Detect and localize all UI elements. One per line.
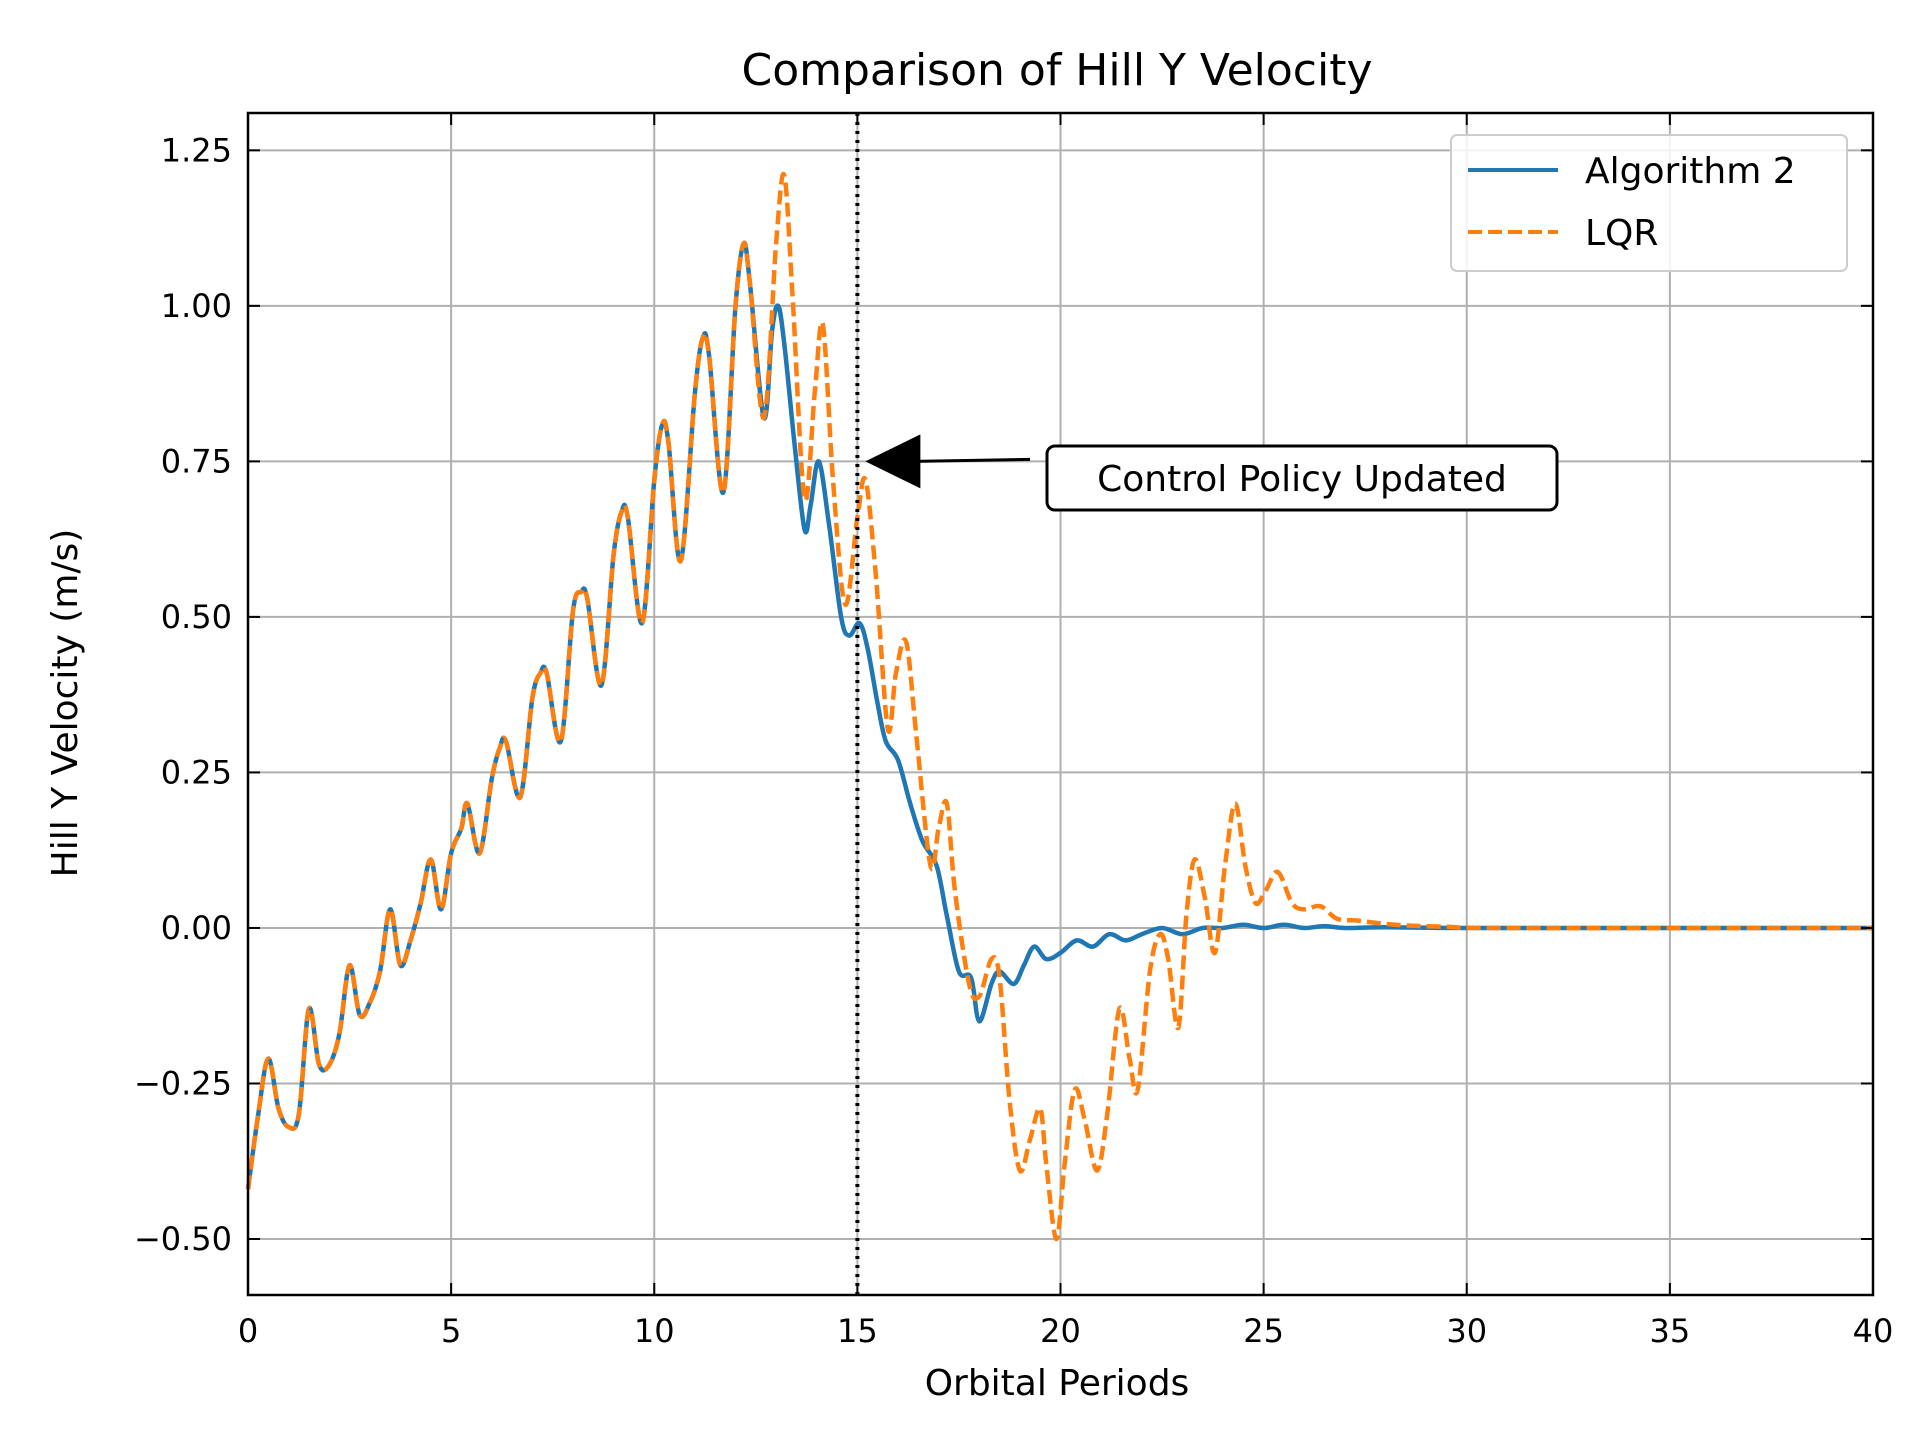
chart-title: Comparison of Hill Y Velocity (741, 45, 1372, 96)
x-tick-label: 30 (1446, 1312, 1487, 1350)
y-tick-label: −0.25 (134, 1064, 232, 1102)
x-tick-label: 10 (634, 1312, 675, 1350)
legend: Algorithm 2 LQR (1450, 134, 1848, 272)
y-axis-label: Hill Y Velocity (m/s) (45, 529, 86, 878)
y-tick-label: 1.25 (161, 131, 232, 169)
x-tick-label: 5 (441, 1312, 461, 1350)
series-line-lqr (245, 171, 1874, 1242)
x-tick-label: 20 (1040, 1312, 1081, 1350)
annotation-box (1045, 444, 1559, 512)
x-axis-label: Orbital Periods (925, 1363, 1190, 1404)
x-tick-label: 40 (1853, 1312, 1894, 1350)
y-tick-label: 0.75 (161, 442, 232, 480)
ticks (247, 113, 1874, 1295)
annotation-text: Control Policy Updated (1097, 459, 1507, 500)
x-tick-label: 15 (837, 1312, 878, 1350)
y-tick-label: −0.50 (134, 1220, 232, 1258)
x-tick-label: 25 (1243, 1312, 1284, 1350)
series-layer (245, 171, 1874, 1242)
y-tick-label: 0.25 (161, 753, 232, 791)
x-tick-label: 0 (238, 1312, 258, 1350)
y-tick-label: 0.50 (161, 598, 232, 636)
x-tick-label: 35 (1650, 1312, 1691, 1350)
y-tick-label: 1.00 (161, 287, 232, 325)
legend-label-lqr: LQR (1585, 213, 1658, 254)
y-tick-label: 0.00 (161, 909, 232, 947)
legend-label-algorithm-2: Algorithm 2 (1585, 151, 1796, 192)
annotation: Control Policy Updated (865, 434, 1559, 512)
tick-labels: 0 5 10 15 20 25 30 35 40 −0.50 −0.25 0.00 0.25 0.50 0.… (134, 131, 1893, 1350)
annotation-arrowhead (865, 434, 921, 489)
annotation-arrow-line (915, 457, 1031, 463)
